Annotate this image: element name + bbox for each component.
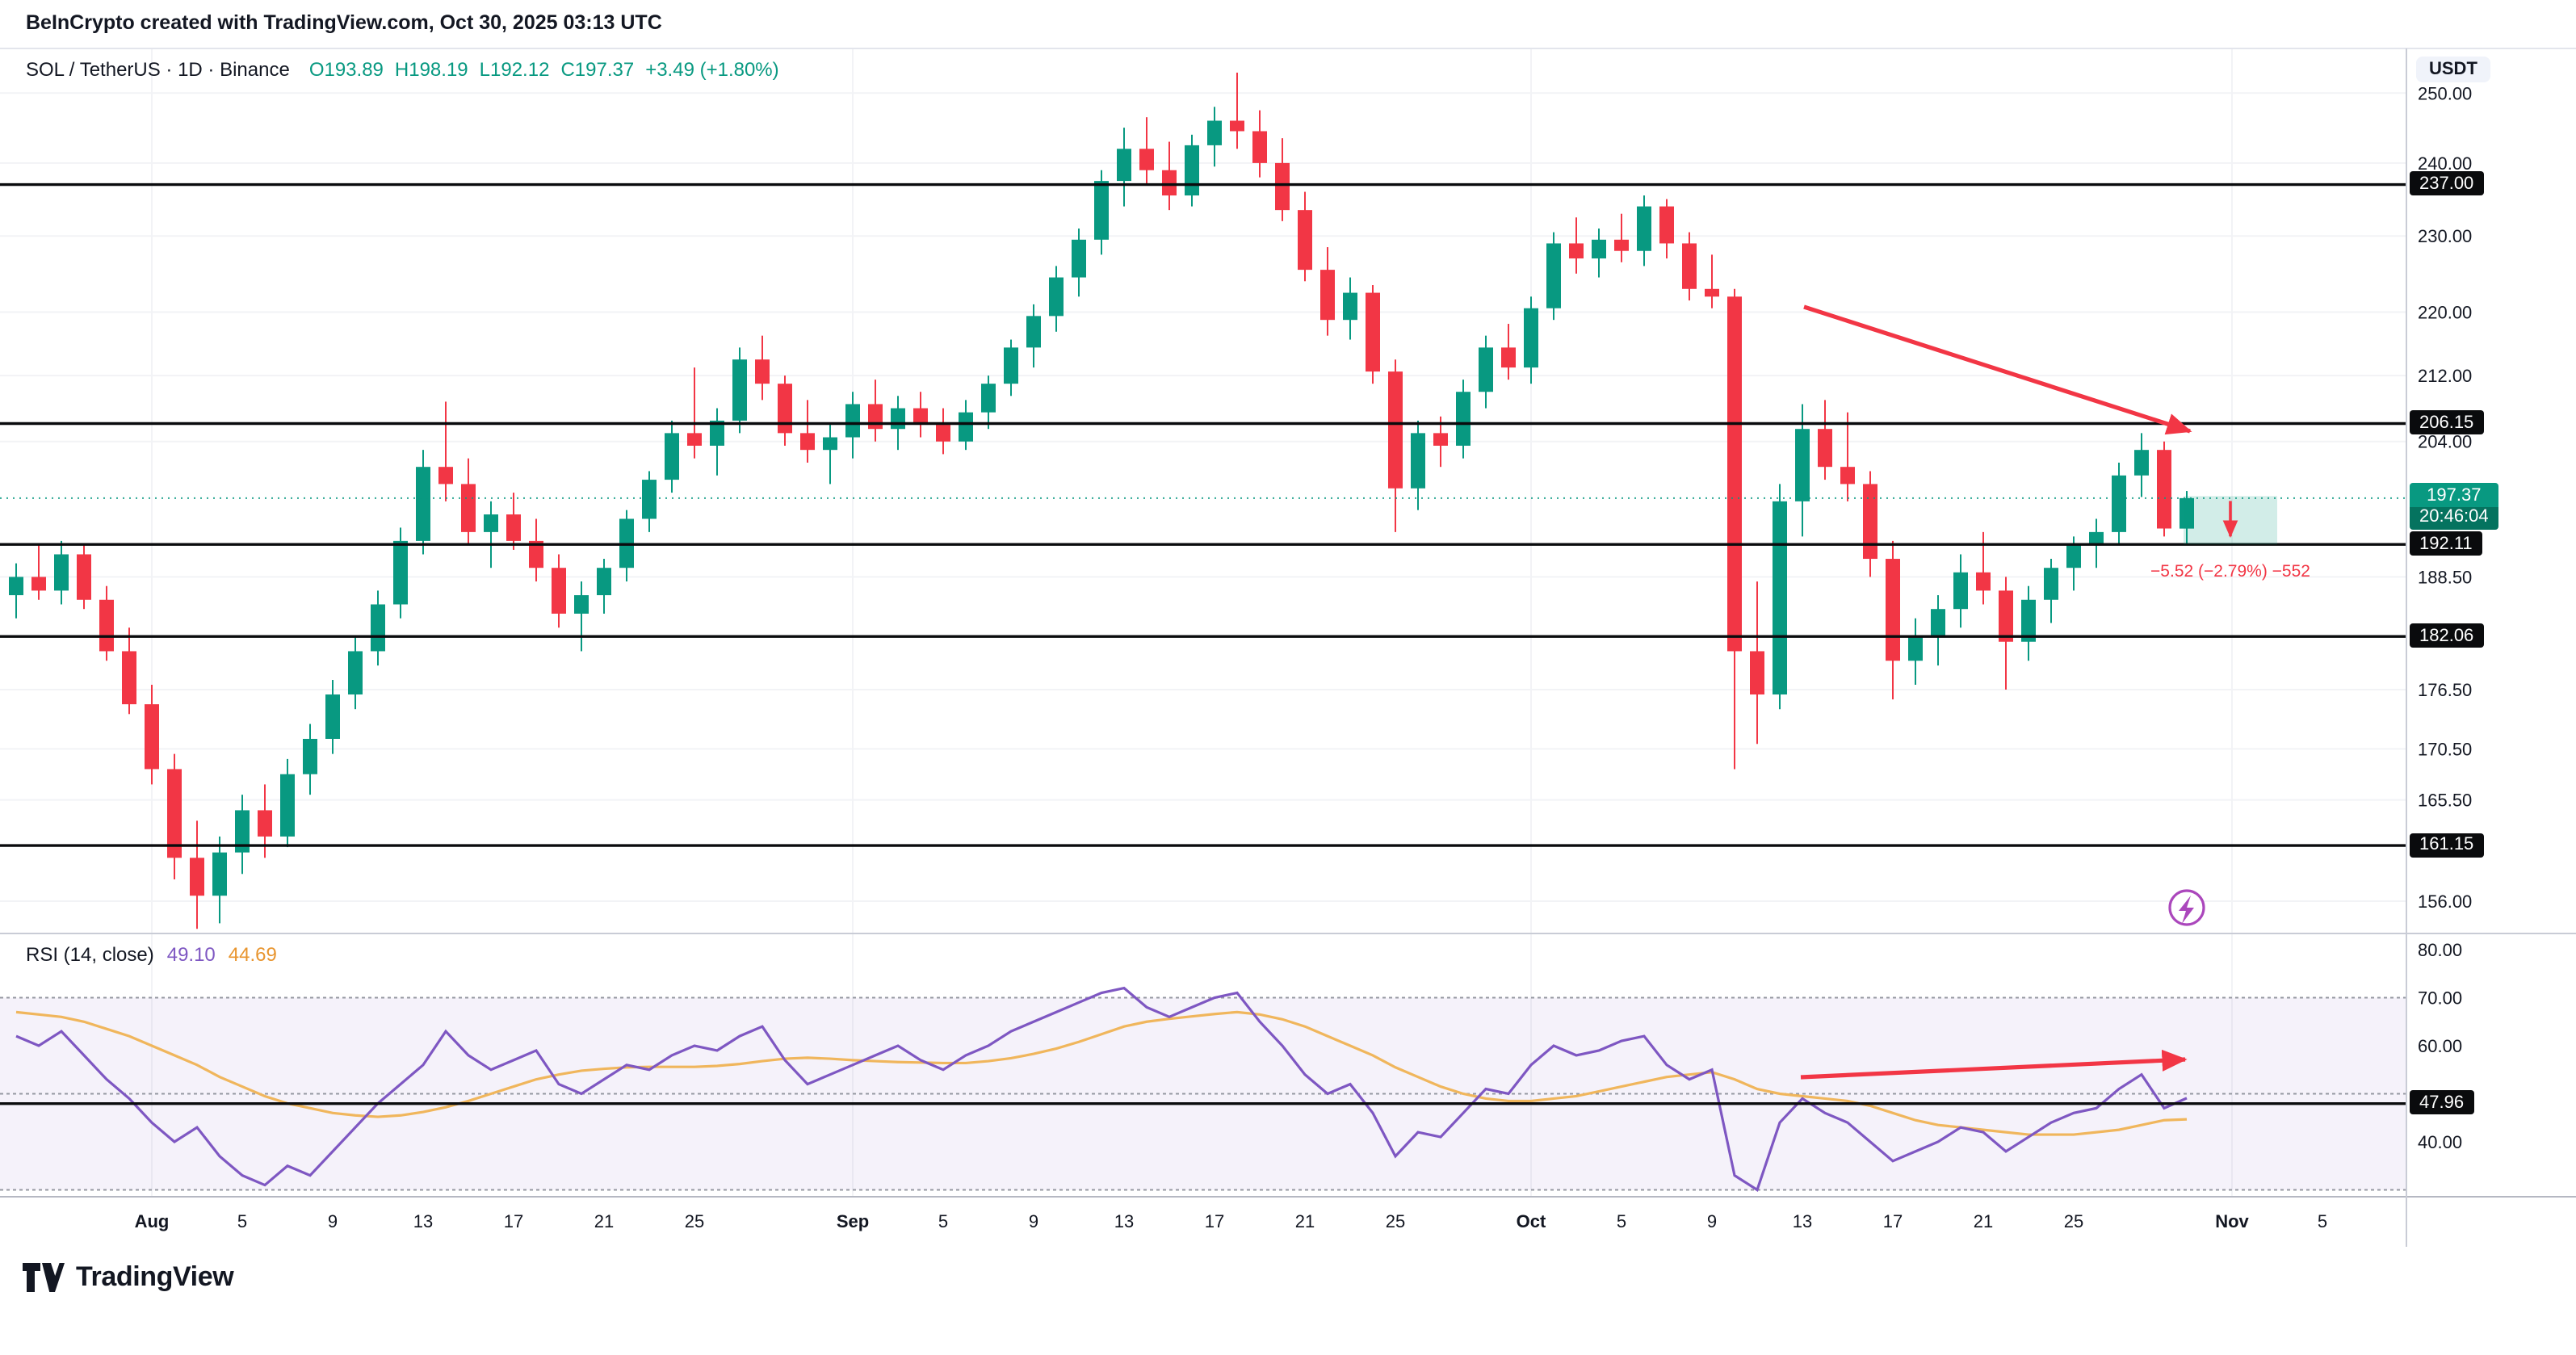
last-price-badge: 197.37 20:46:04 [2410, 483, 2498, 530]
tradingview-wordmark: TradingView [76, 1261, 234, 1292]
rsi-level-badge[interactable]: 47.96 [2410, 1090, 2474, 1115]
rsi-value: 49.10 [166, 943, 216, 966]
svg-text:9: 9 [1707, 1211, 1717, 1231]
svg-text:13: 13 [1793, 1211, 1812, 1231]
ohlc-open: O193.89 [308, 58, 384, 81]
tradingview-logo-icon [23, 1263, 65, 1292]
svg-text:Nov: Nov [2215, 1211, 2249, 1231]
svg-text:13: 13 [1114, 1211, 1134, 1231]
currency-toggle-badge[interactable]: USDT [2416, 57, 2490, 82]
svg-text:5: 5 [1617, 1211, 1626, 1231]
ohlc-change: +3.49 (+1.80%) [645, 58, 779, 81]
svg-text:9: 9 [1029, 1211, 1038, 1231]
price-level-badge[interactable]: 182.06 [2410, 623, 2484, 648]
symbol-title[interactable]: SOL / TetherUS · 1D · Binance [26, 58, 290, 81]
svg-text:21: 21 [594, 1211, 614, 1231]
symbol-bar: SOL / TetherUS · 1D · Binance O193.89 H198… [26, 58, 791, 81]
svg-text:204.00: 204.00 [2418, 432, 2472, 452]
ohlc-low: L192.12 [479, 58, 550, 81]
svg-text:60.00: 60.00 [2418, 1036, 2462, 1056]
svg-text:9: 9 [328, 1211, 338, 1231]
svg-text:5: 5 [2318, 1211, 2327, 1231]
ohlc-high: H198.19 [394, 58, 468, 81]
svg-text:220.00: 220.00 [2418, 303, 2472, 323]
svg-text:17: 17 [1883, 1211, 1903, 1231]
svg-text:25: 25 [685, 1211, 704, 1231]
ohlc-close: C197.37 [560, 58, 635, 81]
svg-text:165.50: 165.50 [2418, 791, 2472, 811]
bar-countdown: 20:46:04 [2410, 507, 2498, 530]
svg-text:156.00: 156.00 [2418, 891, 2472, 912]
svg-text:5: 5 [237, 1211, 247, 1231]
svg-text:250.00: 250.00 [2418, 83, 2472, 103]
price-trend-arrow[interactable] [1803, 304, 2192, 435]
svg-text:70.00: 70.00 [2418, 988, 2462, 1009]
svg-text:212.00: 212.00 [2418, 366, 2472, 386]
svg-text:230.00: 230.00 [2418, 226, 2472, 246]
svg-text:40.00: 40.00 [2418, 1132, 2462, 1152]
price-scale-labels[interactable]: 250.00 240.00 230.00 220.00 212.00 204.00 188.… [2418, 83, 2472, 1152]
svg-text:25: 25 [1386, 1211, 1405, 1231]
svg-text:17: 17 [1205, 1211, 1224, 1231]
svg-text:170.50: 170.50 [2418, 739, 2472, 759]
attribution-text: BeInCrypto created with TradingView.com,… [26, 11, 662, 34]
measure-label: −5.52 (−2.79%) −552 [2150, 562, 2310, 581]
rsi-label[interactable]: RSI (14, close) [26, 943, 154, 966]
price-level-badge[interactable]: 192.11 [2410, 531, 2482, 556]
price-level-badge[interactable]: 237.00 [2410, 171, 2484, 196]
rsi-ma-line [15, 1010, 2188, 1136]
rsi-legend: RSI (14, close) 49.10 44.69 [26, 943, 277, 966]
candlestick-series[interactable] [9, 72, 2194, 929]
chart-canvas[interactable]: −5.52 (−2.79%) −552 250.00 240.00 230.00 220… [0, 0, 2576, 1247]
attribution-bar: BeInCrypto created with TradingView.com,… [26, 11, 662, 34]
svg-text:240.00: 240.00 [2418, 153, 2472, 174]
flash-icon[interactable] [2168, 889, 2205, 926]
svg-text:13: 13 [413, 1211, 433, 1231]
time-axis-labels[interactable]: Aug 5 9 13 17 21 25 Sep 5 9 13 17 21 25 Oct 5 9 13 17 21 25 N… [135, 1211, 2328, 1231]
svg-text:Sep: Sep [837, 1211, 869, 1231]
svg-text:176.50: 176.50 [2418, 680, 2472, 700]
tradingview-logo[interactable]: TradingView [23, 1261, 234, 1294]
svg-text:Oct: Oct [1517, 1211, 1546, 1231]
rsi-trend-arrow[interactable] [1800, 1049, 2188, 1080]
last-price-value: 197.37 [2410, 483, 2498, 508]
svg-text:21: 21 [1295, 1211, 1315, 1231]
svg-text:188.50: 188.50 [2418, 567, 2472, 587]
svg-text:Aug: Aug [135, 1211, 170, 1231]
rsi-ma-value: 44.69 [228, 943, 277, 966]
svg-text:80.00: 80.00 [2418, 940, 2462, 960]
price-level-badge[interactable]: 206.15 [2410, 410, 2484, 435]
svg-text:17: 17 [504, 1211, 523, 1231]
svg-text:21: 21 [1974, 1211, 1993, 1231]
price-level-badge[interactable]: 161.15 [2410, 833, 2484, 858]
svg-text:5: 5 [938, 1211, 948, 1231]
svg-text:25: 25 [2064, 1211, 2083, 1231]
